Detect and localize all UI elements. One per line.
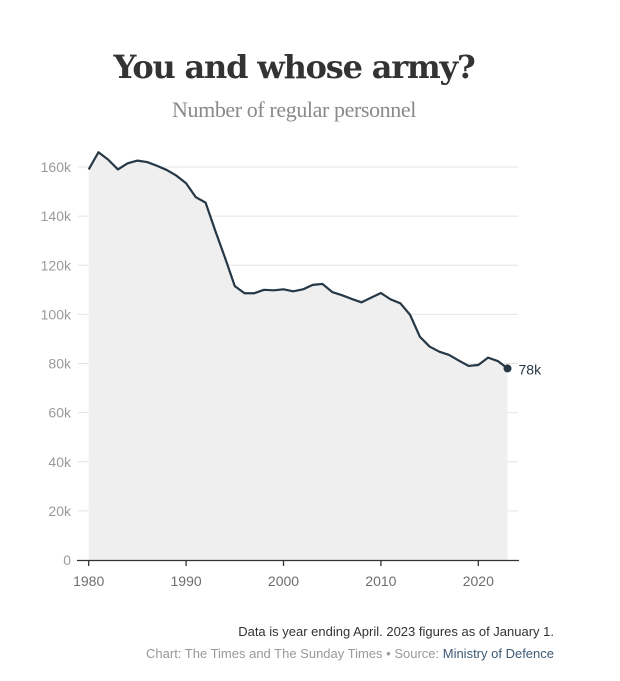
credit-text: Chart: The Times and The Sunday Times • … (146, 646, 443, 661)
data-point-1983 (117, 168, 119, 170)
data-point-2016 (438, 351, 440, 353)
data-point-2022 (497, 360, 499, 362)
x-tick-label: 2000 (268, 573, 299, 589)
y-tick-label: 120k (41, 257, 72, 273)
x-axis-ticks: 1980 1990 2000 2010 2020 (73, 560, 494, 589)
chart-title: You and whose army? (113, 48, 476, 86)
data-point-1987 (156, 165, 158, 167)
data-point-1980 (88, 168, 90, 170)
data-point-2000 (283, 288, 285, 290)
area-fill (88, 152, 508, 560)
y-tick-label: 40k (48, 454, 72, 470)
y-tick-label: 100k (41, 306, 72, 322)
data-point-2010 (380, 292, 382, 294)
y-tick-label: 0 (63, 552, 71, 568)
y-tick-label: 140k (41, 208, 72, 224)
data-point-2007 (351, 298, 353, 300)
data-point-2013 (409, 314, 411, 316)
data-point-1984 (127, 162, 129, 164)
data-point-2006 (341, 294, 343, 296)
end-marker (503, 364, 512, 373)
data-point-1997 (253, 292, 255, 294)
footnote: Data is year ending April. 2023 figures … (238, 624, 554, 639)
data-point-1998 (263, 289, 265, 291)
data-point-2003 (312, 284, 314, 286)
data-point-2012 (399, 302, 401, 304)
data-point-2008 (360, 301, 362, 303)
data-point-1981 (97, 151, 99, 153)
data-point-2020 (477, 364, 479, 366)
data-point-2019 (468, 365, 470, 367)
y-tick-label: 80k (48, 356, 72, 372)
source-link[interactable]: Ministry of Defence (442, 646, 554, 661)
series-line (87, 151, 509, 370)
data-point-1991 (195, 196, 197, 198)
y-tick-label: 160k (41, 159, 72, 175)
data-point-2021 (487, 357, 489, 359)
chart-subtitle: Number of regular personnel (172, 97, 416, 122)
x-tick-label: 1980 (73, 573, 104, 589)
credit-line: Chart: The Times and The Sunday Times • … (146, 646, 554, 661)
data-point-1995 (234, 285, 236, 287)
data-point-1994 (224, 257, 226, 259)
data-point-2009 (370, 297, 372, 299)
data-point-1982 (107, 159, 109, 161)
y-tick-label: 60k (48, 405, 72, 421)
data-point-2005 (331, 291, 333, 293)
data-point-2011 (390, 298, 392, 300)
y-tick-label: 20k (48, 503, 72, 519)
data-point-2014 (419, 336, 421, 338)
data-point-2017 (448, 354, 450, 356)
data-point-1985 (136, 160, 138, 162)
end-value-label: 78k (519, 361, 543, 377)
x-tick-label: 2010 (365, 573, 396, 589)
data-point-2002 (302, 288, 304, 290)
data-point-1986 (146, 161, 148, 163)
data-point-2015 (429, 346, 431, 348)
data-point-1989 (175, 175, 177, 177)
x-tick-label: 2020 (463, 573, 494, 589)
data-point-1990 (185, 182, 187, 184)
data-point-2018 (458, 360, 460, 362)
data-point-1992 (205, 202, 207, 204)
y-axis-labels: 0 20k 40k 60k 80k 100k 120k 140k 160k (41, 159, 72, 568)
data-point-1996 (244, 292, 246, 294)
data-point-2004 (321, 283, 323, 285)
data-point-1999 (273, 289, 275, 291)
data-point-2001 (292, 290, 294, 292)
data-point-1993 (214, 230, 216, 232)
x-tick-label: 1990 (171, 573, 202, 589)
data-point-1988 (166, 169, 168, 171)
